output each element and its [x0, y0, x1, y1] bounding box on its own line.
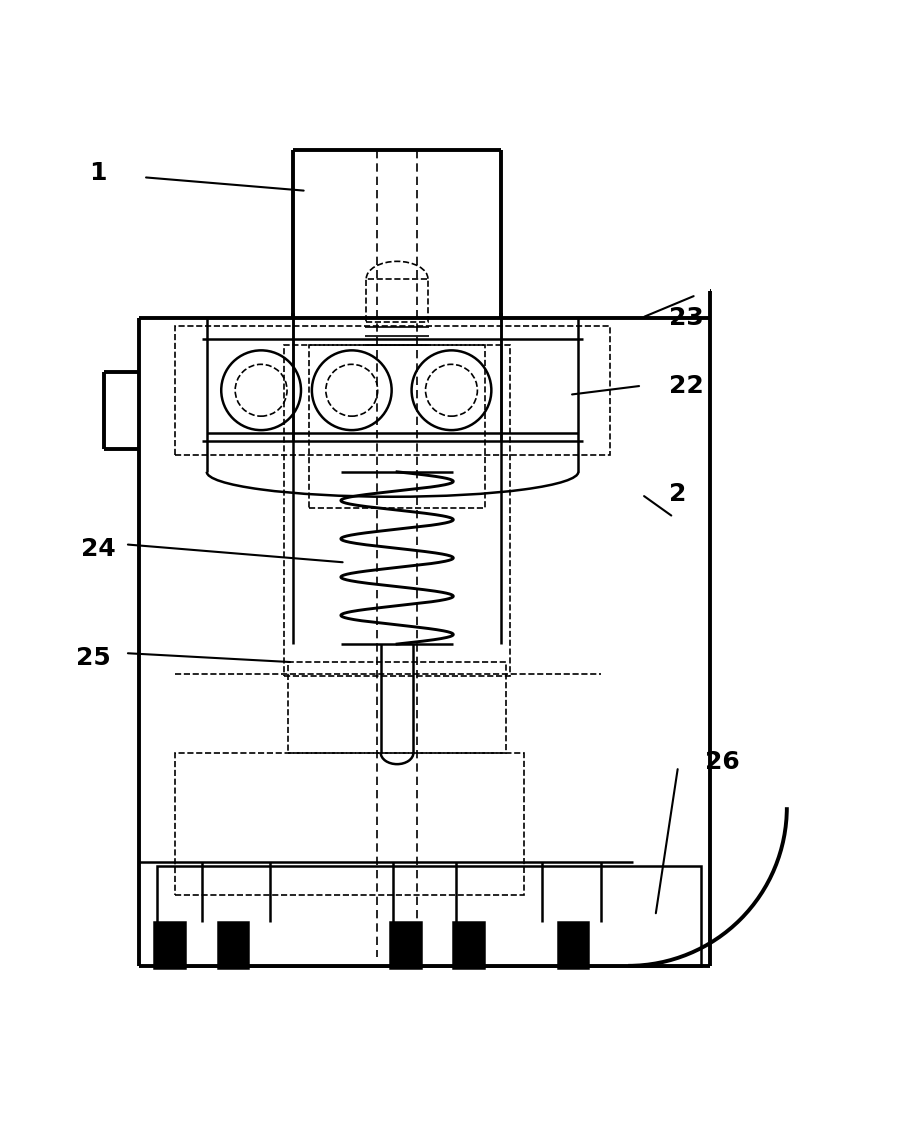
Text: 1: 1	[89, 161, 107, 185]
Bar	[366, 279, 427, 322]
Bar	[389, 922, 420, 967]
Bar	[157, 866, 700, 966]
Bar	[218, 922, 248, 967]
Text: 26: 26	[704, 750, 739, 773]
Bar	[154, 922, 185, 967]
Text: 25: 25	[76, 645, 110, 670]
Bar	[557, 922, 588, 967]
Bar	[453, 922, 484, 967]
Bar	[283, 345, 510, 676]
Bar	[175, 325, 609, 455]
Text: 22: 22	[669, 374, 703, 398]
Bar	[309, 345, 485, 508]
Text: 2: 2	[669, 482, 686, 507]
Bar	[175, 753, 524, 895]
Text: 23: 23	[669, 306, 703, 330]
Text: 24: 24	[80, 536, 115, 561]
Bar	[288, 662, 506, 753]
